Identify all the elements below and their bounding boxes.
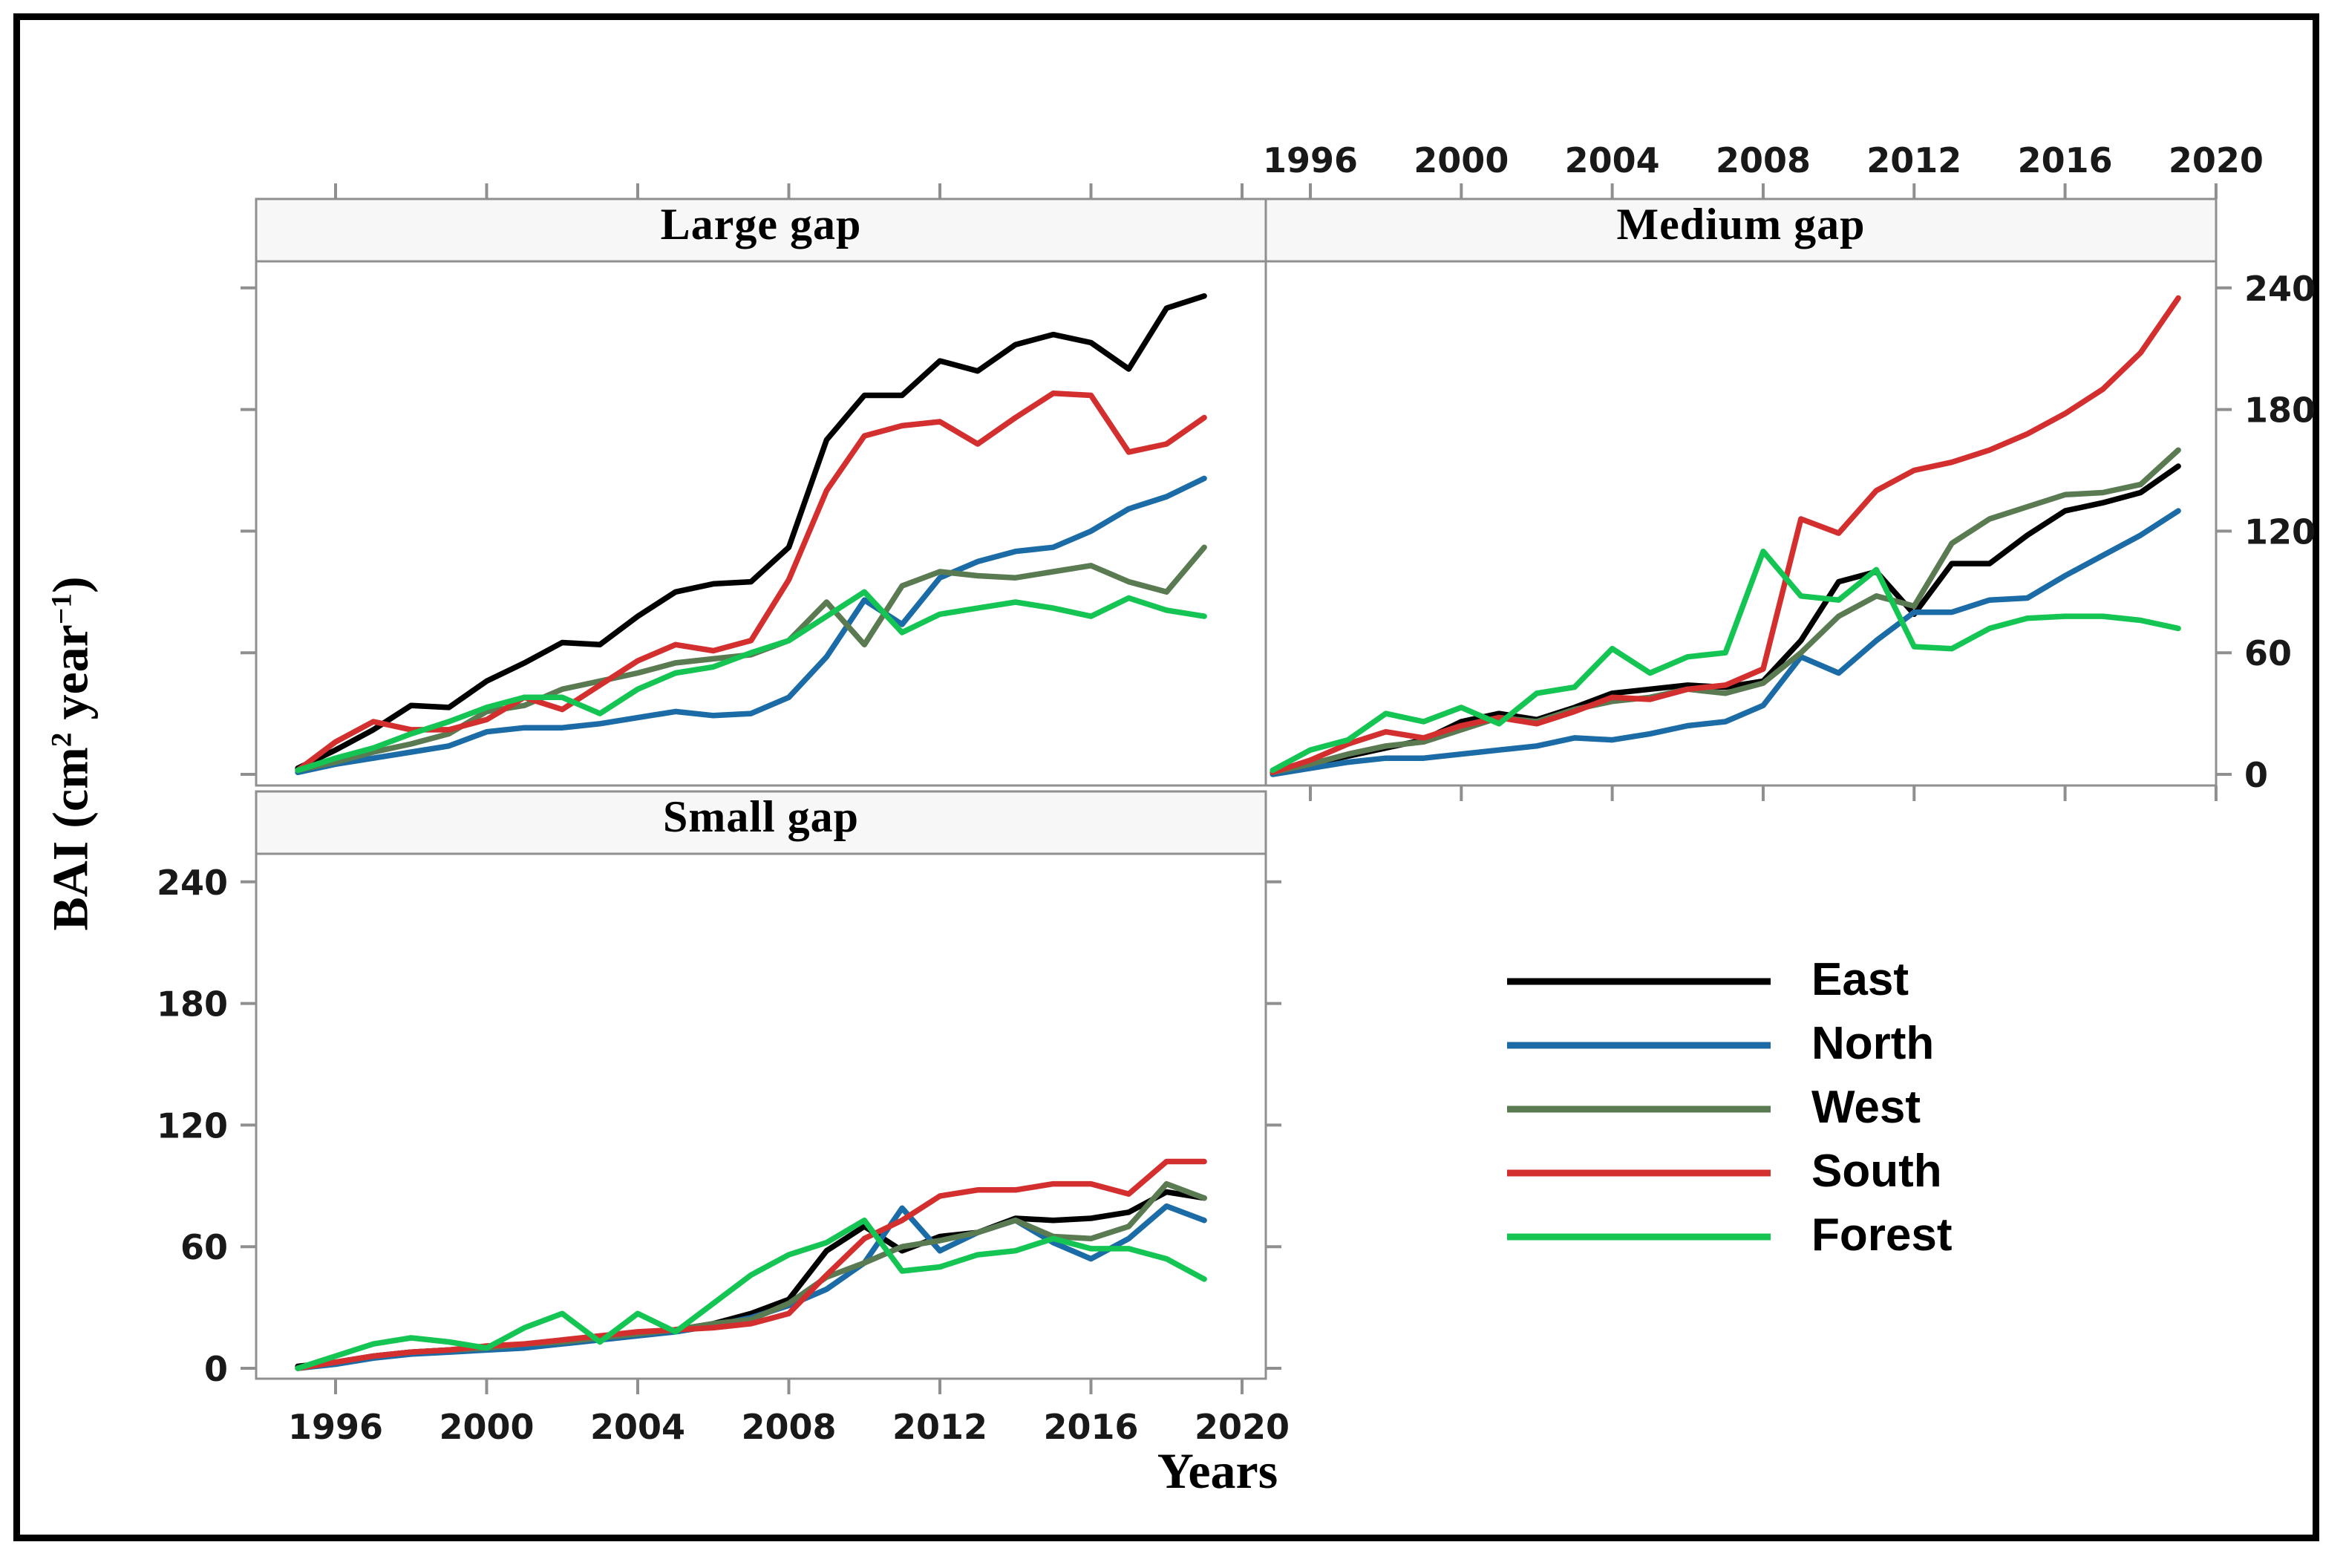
- x-tick-label-top: 2016: [2018, 140, 2113, 180]
- x-tick-label-top: 2004: [1565, 140, 1660, 180]
- ylabel-text: ): [42, 576, 99, 593]
- ylabel-text: BAI (cm: [42, 747, 99, 931]
- series-line-west-medium: [1270, 447, 2181, 776]
- legend-label-south: South: [1811, 1146, 1942, 1197]
- y-tick-label-left: 240: [157, 863, 228, 903]
- x-tick-label-bottom: 2008: [741, 1407, 836, 1447]
- x-tick-label-top: 2000: [1414, 140, 1509, 180]
- panel-title-small-gap: Small gap: [662, 792, 860, 841]
- figure-border: [13, 13, 2319, 1541]
- x-tick-label-bottom: 2020: [1195, 1407, 1290, 1447]
- x-tick-label-bottom: 2000: [439, 1407, 534, 1447]
- y-tick-label-right: 60: [2244, 633, 2292, 673]
- series-line-south-small: [295, 1158, 1207, 1371]
- plot-border-small: [255, 852, 1267, 1380]
- x-axis-label: Years: [1157, 1443, 1278, 1499]
- panel-title-large-gap: Large gap: [660, 200, 862, 249]
- panel-small: 1996 2000 2004 2008 2012 2016 2020 0 60 120 180 240: [157, 790, 1290, 1447]
- ylabel-text: year: [42, 624, 99, 733]
- x-tick-label-bottom: 2012: [892, 1407, 987, 1447]
- series-line-north-small: [295, 1203, 1207, 1371]
- y-tick-label-left: 180: [157, 984, 228, 1025]
- y-tick-label-left: 0: [204, 1349, 228, 1389]
- legend-lines: [1507, 978, 1771, 1241]
- x-tick-label-bottom: 1996: [288, 1407, 383, 1447]
- series-line-south-medium: [1270, 295, 2181, 776]
- legend-label-east: East: [1811, 954, 1909, 1005]
- legend-label-north: North: [1811, 1018, 1935, 1069]
- y-axis-label: BAI (cm2 year−1): [42, 576, 100, 930]
- series-line-south-large: [295, 391, 1207, 774]
- x-tick-label-top: 1996: [1263, 140, 1358, 180]
- ylabel-sup-minus1: −1: [45, 592, 78, 625]
- strip-small: [255, 790, 1267, 855]
- series-line-north-large: [295, 475, 1207, 776]
- x-tick-label-bottom: 2016: [1043, 1407, 1138, 1447]
- legend-label-west: West: [1811, 1082, 1921, 1133]
- y-tick-label-left: 120: [157, 1105, 228, 1146]
- panel-title-medium-gap: Medium gap: [1616, 200, 1866, 249]
- series-line-forest-large: [295, 589, 1207, 774]
- y-tick-label-right: 120: [2244, 512, 2316, 552]
- series-line-north-medium: [1270, 508, 2181, 777]
- panel-medium: 1996 2000 2004 2008 2012 2016 2020 0 60 120 180 240: [1263, 140, 2316, 801]
- legend-label-forest: Forest: [1811, 1209, 1953, 1261]
- y-tick-label-left: 60: [180, 1227, 228, 1267]
- series-line-east-large: [295, 293, 1207, 771]
- x-tick-label-top: 2012: [1866, 140, 1961, 180]
- ylabel-sup-2: 2: [45, 732, 78, 748]
- x-tick-label-top: 2020: [2169, 140, 2264, 180]
- series-line-forest-small: [295, 1217, 1207, 1371]
- series-line-forest-medium: [1270, 548, 2181, 774]
- plot-border-medium: [1264, 260, 2218, 787]
- y-tick-label-right: 180: [2244, 391, 2316, 431]
- y-tick-label-right: 0: [2244, 755, 2268, 795]
- x-tick-label-bottom: 2004: [590, 1407, 685, 1447]
- x-tick-label-top: 2008: [1716, 140, 1811, 180]
- y-tick-label-right: 240: [2244, 269, 2316, 309]
- panel-large: [241, 183, 1267, 787]
- strip-medium: [1264, 197, 2218, 263]
